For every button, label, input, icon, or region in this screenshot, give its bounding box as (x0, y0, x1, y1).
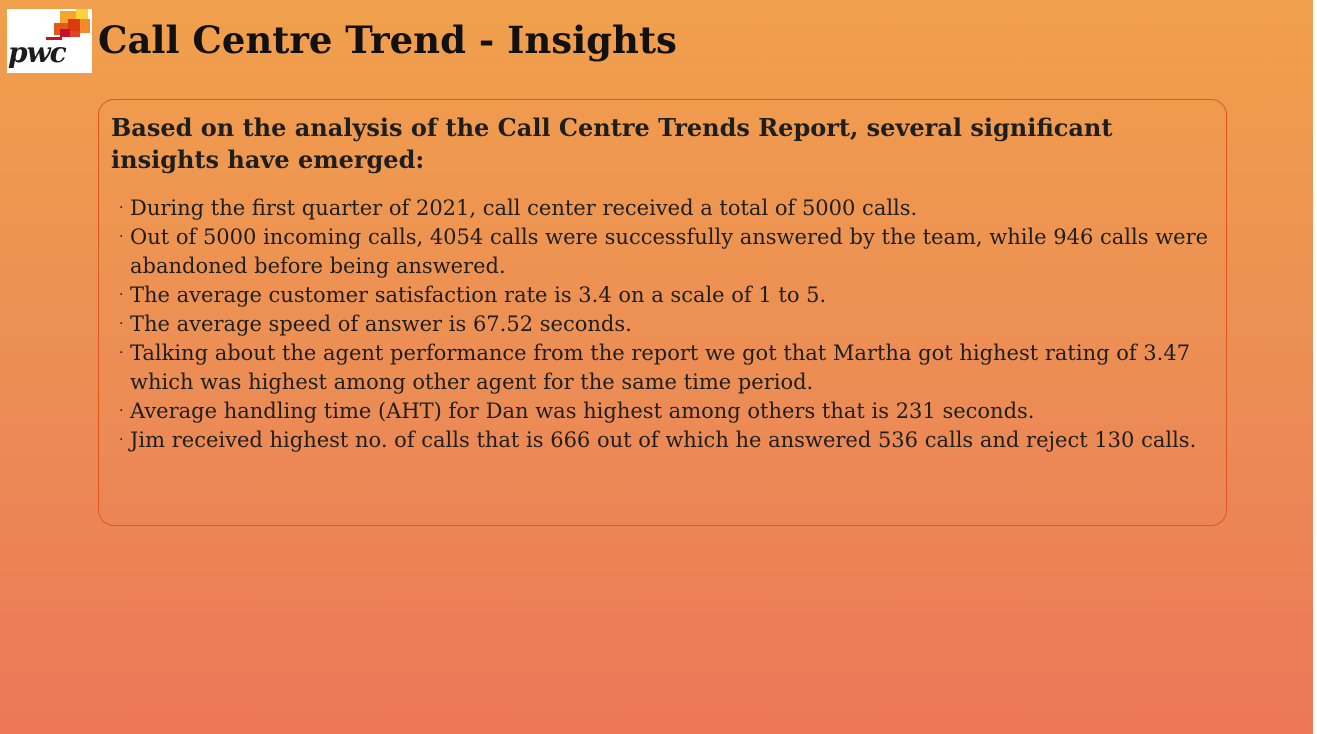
insight-text: During the first quarter of 2021, call c… (130, 196, 918, 220)
bullet-icon: · (119, 345, 124, 361)
insight-text: Jim received highest no. of calls that i… (130, 428, 1197, 452)
insight-text: The average speed of answer is 67.52 sec… (130, 312, 632, 336)
insight-text: Average handling time (AHT) for Dan was … (130, 399, 1035, 423)
insight-text: The average customer satisfaction rate i… (130, 283, 827, 307)
pwc-logo-text: pwc (8, 36, 67, 69)
list-item: · Out of 5000 incoming calls, 4054 calls… (119, 223, 1219, 281)
insight-text: Talking about the agent performance from… (130, 341, 1191, 394)
insights-list: · During the first quarter of 2021, call… (119, 194, 1219, 455)
list-item: · Average handling time (AHT) for Dan wa… (119, 397, 1219, 426)
bullet-icon: · (119, 432, 124, 448)
insights-intro: Based on the analysis of the Call Centre… (111, 113, 1113, 174)
insights-box: Based on the analysis of the Call Centre… (98, 99, 1227, 526)
page-title: Call Centre Trend - Insights (98, 18, 677, 62)
list-item: · The average customer satisfaction rate… (119, 281, 1219, 310)
list-item: · During the first quarter of 2021, call… (119, 194, 1219, 223)
bullet-icon: · (119, 229, 124, 245)
list-item: · Jim received highest no. of calls that… (119, 426, 1219, 455)
pwc-logo: pwc (7, 9, 92, 73)
bullet-icon: · (119, 316, 124, 332)
list-item: · Talking about the agent performance fr… (119, 339, 1219, 397)
bullet-icon: · (119, 403, 124, 419)
bullet-icon: · (119, 287, 124, 303)
bullet-icon: · (119, 200, 124, 216)
list-item: · The average speed of answer is 67.52 s… (119, 310, 1219, 339)
pwc-logo-mark-icon (46, 9, 90, 40)
insight-text: Out of 5000 incoming calls, 4054 calls w… (130, 225, 1209, 278)
